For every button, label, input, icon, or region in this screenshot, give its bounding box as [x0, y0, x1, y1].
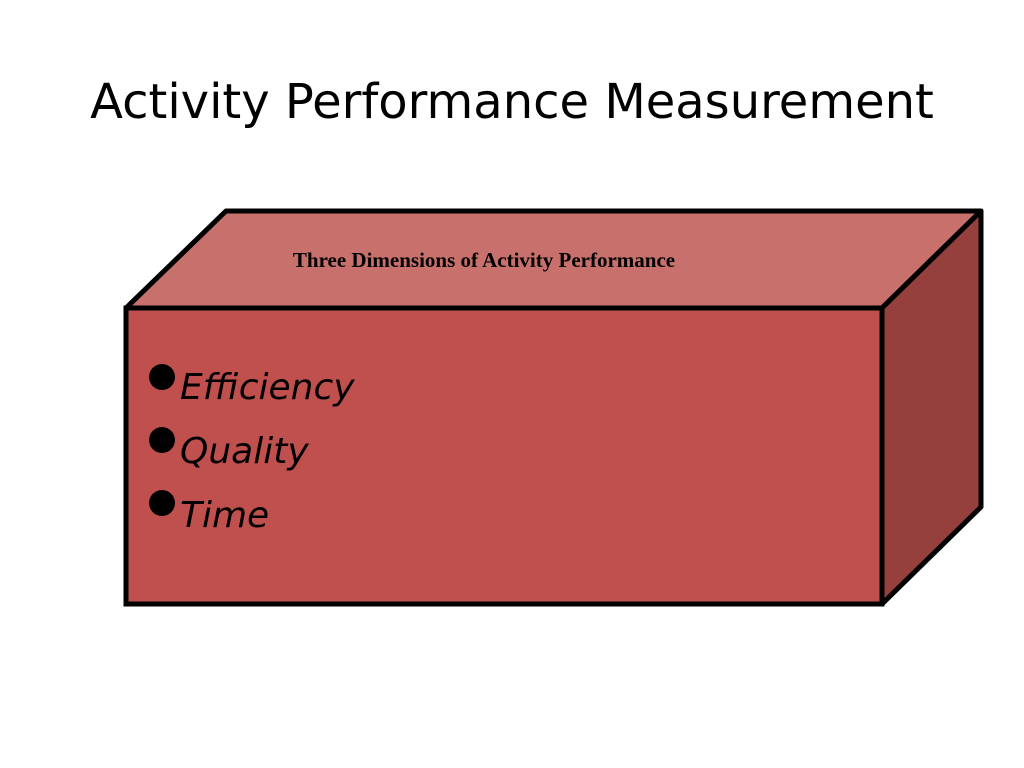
- bullet-text: Quality: [180, 431, 309, 472]
- bullet-text: Time: [180, 495, 269, 536]
- bullet-dot: [149, 427, 175, 453]
- box-heading: Three Dimensions of Activity Performance: [293, 248, 675, 272]
- box-front: [123, 305, 885, 607]
- bullet-text: Efficiency: [180, 367, 355, 408]
- slide-title: Activity Performance Measurement: [90, 74, 934, 130]
- bullet-dot: [149, 490, 175, 516]
- bullet-dot: [149, 364, 175, 390]
